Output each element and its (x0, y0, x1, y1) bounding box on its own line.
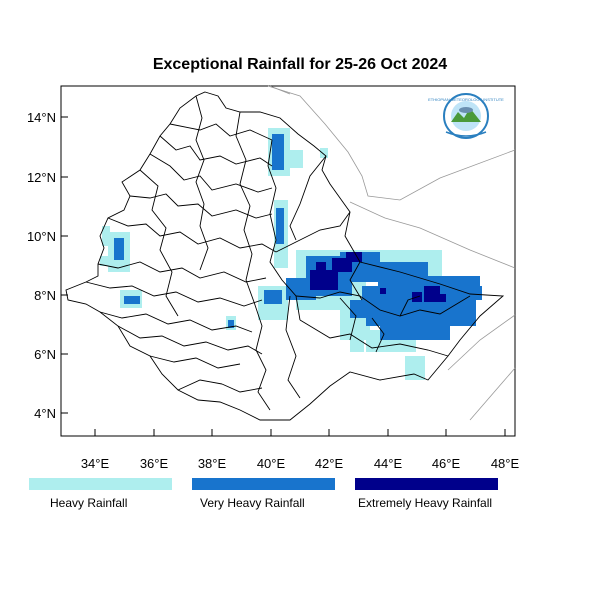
legend-swatch-heavy (29, 478, 172, 490)
legend-label-very-heavy: Very Heavy Rainfall (200, 496, 305, 510)
ethiopia-boundaries (65, 91, 505, 421)
x-tick-label: 34°E (81, 456, 110, 471)
institute-logo: ETHIOPIAN METEOROLOGY INSTITUTE (428, 92, 504, 142)
y-tick-label: 12°N (27, 170, 56, 185)
neighbor-borders (267, 85, 516, 421)
y-tick-labels: 14°N 12°N 10°N 8°N 6°N 4°N (27, 110, 56, 421)
legend-swatch-extremely-heavy (355, 478, 498, 490)
y-tick-label: 10°N (27, 229, 56, 244)
y-tick-label: 8°N (34, 288, 56, 303)
plot-frame (60, 85, 516, 437)
logo-text: ETHIOPIAN METEOROLOGY INSTITUTE (428, 97, 504, 102)
x-tick-label: 36°E (140, 456, 169, 471)
map-title: Exceptional Rainfall for 25-26 Oct 2024 (152, 56, 448, 73)
y-tick-label: 6°N (34, 347, 56, 362)
x-tick-label: 38°E (198, 456, 227, 471)
x-tick-label: 48°E (491, 456, 520, 471)
country-outline (65, 91, 505, 421)
legend-label-extremely-heavy: Extremely Heavy Rainfall (358, 496, 493, 510)
very-heavy-rainfall-cells (114, 134, 482, 340)
legend-swatch-very-heavy (192, 478, 335, 490)
x-tick-label: 42°E (315, 456, 344, 471)
rainfall-cells (100, 128, 482, 380)
x-tick-label: 40°E (257, 456, 286, 471)
x-tick-label: 46°E (432, 456, 461, 471)
y-tick-label: 4°N (34, 406, 56, 421)
x-tick-label: 44°E (374, 456, 403, 471)
y-tick-label: 14°N (27, 110, 56, 125)
x-tick-labels: 34°E 36°E 38°E 40°E 42°E 44°E 46°E 48°E (81, 456, 520, 471)
axis-ticks (61, 116, 506, 436)
legend-label-heavy: Heavy Rainfall (50, 496, 128, 510)
